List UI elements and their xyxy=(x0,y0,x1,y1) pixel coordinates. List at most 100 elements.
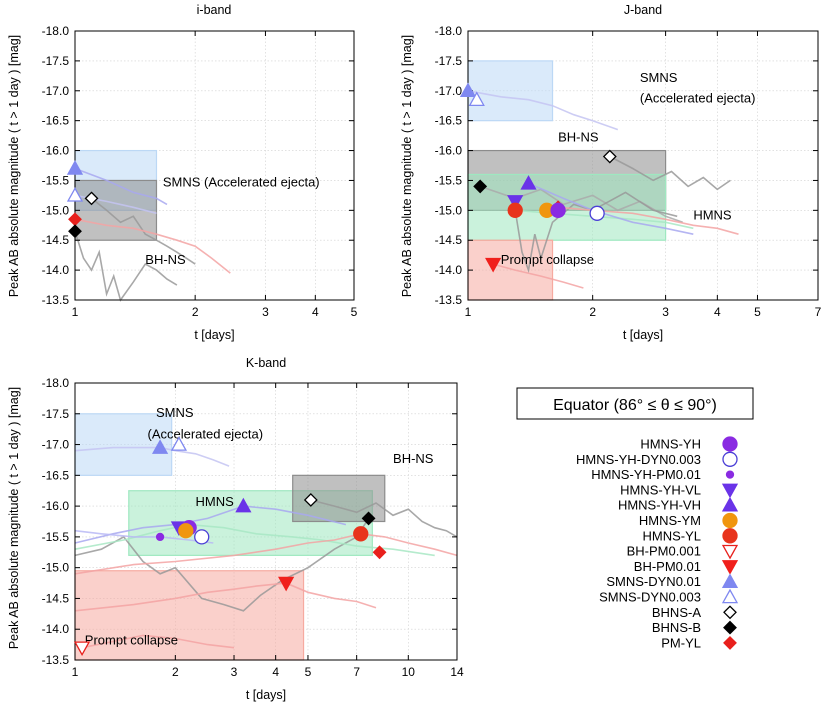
i-band-panel: i-band 1 2 3 4 5 -13.5 -14.0 -14.5 -15.0 -15.5 -16.… xyxy=(42,3,358,342)
j-band-ytick-label: -14.5 xyxy=(435,233,463,247)
legend-marker-hmns-yh-dyn0.003 xyxy=(722,451,738,467)
j-band-point-hmns-yl xyxy=(507,202,523,218)
legend-label: HMNS-YM xyxy=(639,513,701,528)
j-band-curve-6 xyxy=(492,263,584,289)
legend-label: BH-PM0.001 xyxy=(627,544,701,559)
k-band-xtick-label: 2 xyxy=(172,665,179,679)
k-band-curve-1 xyxy=(74,517,370,612)
j-band-point-bhns-b xyxy=(473,179,488,194)
j-band-xtick-label: 3 xyxy=(662,305,669,319)
i-band-ytick-label: -16.0 xyxy=(42,144,70,158)
k-band-point-hmns-yh-vh xyxy=(235,497,252,513)
j-band-ytick-label: -15.5 xyxy=(435,173,463,187)
i-band-annotation: BH-NS xyxy=(145,252,186,267)
k-band-point-bhns-b xyxy=(361,511,376,526)
legend-label: HMNS-YH-VH xyxy=(618,498,701,513)
legend-label: SMNS-DYN0.01 xyxy=(606,574,701,589)
k-band-xtick-label: 10 xyxy=(402,665,416,679)
k-band-curve-3 xyxy=(74,505,347,544)
legend-marker-smns-dyn0.003 xyxy=(721,588,739,604)
j-band-point-bh-pm0.01 xyxy=(485,257,502,273)
k-band-xtick-label: 5 xyxy=(305,665,312,679)
j-band-curve-4 xyxy=(528,182,694,235)
k-band-point-smns-dyn0.01 xyxy=(151,439,169,454)
j-band-annotation: SMNS xyxy=(640,70,678,85)
i-band-xtick-label: 4 xyxy=(312,305,319,319)
k-band-point-bhns-a xyxy=(303,493,318,507)
ylabel-i-band: Peak AB absolute magnitude ( t > 1 day )… xyxy=(7,35,21,297)
i-band-ytick-label: -15.5 xyxy=(42,173,70,187)
j-band-annotation: (Accelerated ejecta) xyxy=(640,91,756,106)
k-band-curve-2 xyxy=(74,523,435,557)
k-band-annotation: HMNS xyxy=(196,494,235,509)
i-band-xlabel: t [days] xyxy=(194,328,234,342)
k-band-point-bh-pm0.01 xyxy=(278,576,295,592)
k-band-curve-4 xyxy=(74,529,214,544)
j-band-ytick-label: -17.0 xyxy=(435,84,463,98)
i-band-ytick-label: -17.5 xyxy=(42,54,70,68)
legend-marker-hmns-yh-vh xyxy=(721,496,739,512)
j-band-ytick-label: -13.5 xyxy=(435,293,463,307)
k-band-point-hmns-ym xyxy=(178,523,194,539)
k-band-point-smns-dyn0.003 xyxy=(170,436,188,451)
i-band-xtick-label: 1 xyxy=(72,305,79,319)
i-band-curve-3 xyxy=(74,167,168,206)
j-band-ytick-label: -16.0 xyxy=(435,144,463,158)
legend-label: BHNS-A xyxy=(652,605,701,620)
legend-label: HMNS-YH-VL xyxy=(620,482,701,497)
j-band-frame xyxy=(467,30,819,301)
k-band-point-bh-pm0.001 xyxy=(73,641,91,657)
k-band-point-pm-yl xyxy=(372,545,387,560)
j-band-region-3 xyxy=(467,239,554,301)
k-band-ytick-label: -15.5 xyxy=(42,530,70,544)
ylabel-k-band: Peak AB absolute magnitude ( t > 1 day )… xyxy=(7,387,21,649)
legend-title-box xyxy=(516,387,754,420)
i-band-point-smns-dyn0.01 xyxy=(66,160,84,175)
legend-label: HMNS-YL xyxy=(642,528,701,543)
i-band-ytick-label: -18.0 xyxy=(42,24,70,38)
i-band-curve-2 xyxy=(74,218,231,274)
legend-marker-bhns-a xyxy=(723,605,737,620)
k-band-region-0 xyxy=(74,413,173,476)
j-band-curve-0 xyxy=(609,155,731,191)
legend-title: Equator (86° ≤ θ ≤ 90°) xyxy=(553,397,717,414)
k-band-ytick-label: -16.0 xyxy=(42,499,70,513)
j-band-region-0 xyxy=(467,60,554,122)
k-band-curve-6 xyxy=(74,582,377,612)
k-band-title: K-band xyxy=(246,356,286,370)
k-band-xtick-label: 4 xyxy=(272,665,279,679)
j-band-curve-7 xyxy=(467,90,619,131)
k-band-curve-0 xyxy=(310,499,458,538)
j-band-title: J-band xyxy=(624,3,662,17)
i-band-curve-1 xyxy=(91,197,196,265)
i-band-point-bhns-a xyxy=(84,191,99,206)
legend-marker-hmns-ym xyxy=(722,512,738,529)
k-band-xlabel: t [days] xyxy=(246,688,286,702)
k-band-xtick-label: 7 xyxy=(353,665,360,679)
j-band-xtick-label: 5 xyxy=(754,305,761,319)
k-band-point-hmns-yh-dyn0.003 xyxy=(194,529,210,545)
j-band-annotation: BH-NS xyxy=(558,130,599,145)
k-band-curve-8 xyxy=(74,446,230,467)
j-band-xtick-label: 7 xyxy=(815,305,822,319)
legend-marker-smns-dyn0.01 xyxy=(721,573,739,588)
i-band-ytick-label: -17.0 xyxy=(42,84,70,98)
j-band-annotation: Prompt collapse xyxy=(501,252,594,267)
j-band-annotation: HMNS xyxy=(693,207,732,222)
k-band-annotation: SMNS xyxy=(156,405,194,420)
i-band-ytick-label: -13.5 xyxy=(42,293,70,307)
k-band-xtick-label: 1 xyxy=(72,665,79,679)
ylabel-j-band: Peak AB absolute magnitude ( t > 1 day )… xyxy=(400,35,414,297)
k-band-point-hmns-yh-pm0.01 xyxy=(155,532,165,542)
i-band-xtick-label: 5 xyxy=(351,305,358,319)
k-band-ytick-label: -17.0 xyxy=(42,438,70,452)
legend-marker-bhns-b xyxy=(723,620,737,635)
legend-label: HMNS-YH-DYN0.003 xyxy=(576,452,701,467)
legend-marker-pm-yl xyxy=(723,635,737,650)
legend-marker-hmns-yl xyxy=(722,528,738,544)
k-band-curve-7 xyxy=(81,634,235,649)
i-band-ytick-label: -14.5 xyxy=(42,233,70,247)
k-band-ytick-label: -16.5 xyxy=(42,468,70,482)
i-band-ytick-label: -16.5 xyxy=(42,114,70,128)
